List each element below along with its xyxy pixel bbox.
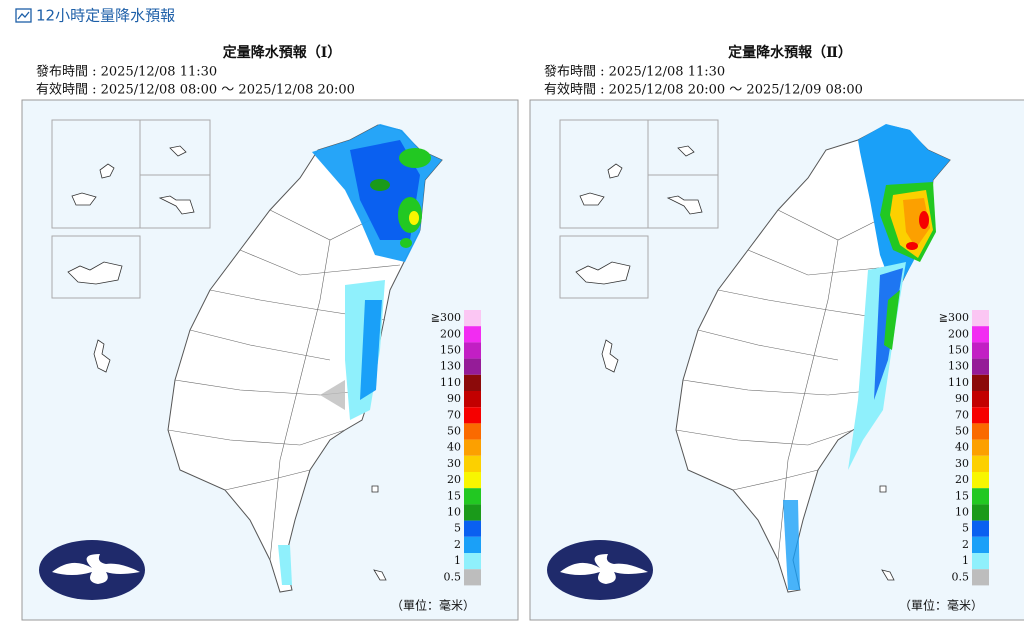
legend-swatch <box>464 536 481 553</box>
legend-swatch <box>464 504 481 521</box>
legend-swatch <box>972 488 989 505</box>
insets <box>51 119 211 299</box>
legend-swatch <box>972 407 989 424</box>
legend-label: 20 <box>955 473 969 486</box>
legend-swatch <box>464 342 481 359</box>
legend-label: 90 <box>955 392 969 405</box>
legend-swatch <box>972 326 989 343</box>
issue-time: 發布時間 : 2025/12/08 11:30 <box>544 65 725 80</box>
header-icon <box>15 8 32 23</box>
legend-swatch <box>972 391 989 408</box>
legend-label: 5 <box>962 522 969 535</box>
legend-label: 40 <box>447 441 461 454</box>
legend-swatch <box>972 553 989 570</box>
insets <box>559 119 719 299</box>
legend-swatch <box>972 455 989 472</box>
legend-swatch <box>972 520 989 537</box>
legend-label: 50 <box>447 425 461 438</box>
legend-swatch <box>464 326 481 343</box>
legend-label: 130 <box>948 360 969 373</box>
panel: 定量降水預報（Ⅰ） 發布時間 : 2025/12/08 11:30 有效時間 : 2… <box>21 44 519 621</box>
legend-label: 30 <box>447 457 461 470</box>
legend-label: 150 <box>440 344 461 357</box>
legend-swatch <box>972 536 989 553</box>
legend-swatch <box>972 569 989 586</box>
legend-label: 0.5 <box>444 570 462 583</box>
legend-label: 110 <box>440 376 461 389</box>
islands <box>575 145 895 581</box>
valid-time: 有效時間 : 2025/12/08 08:00 ～ 2025/12/08 20:… <box>36 83 355 98</box>
legend-swatch <box>464 439 481 456</box>
legend-label: 15 <box>955 489 969 502</box>
legend-label: 2 <box>962 538 969 551</box>
legend-label: 20 <box>447 473 461 486</box>
legend-swatch <box>972 358 989 375</box>
legend-label: 10 <box>955 506 969 519</box>
legend-swatch <box>464 358 481 375</box>
legend-label: 15 <box>447 489 461 502</box>
legend-label: 90 <box>447 392 461 405</box>
legend-swatch <box>464 553 481 570</box>
legend-label: 200 <box>440 327 461 340</box>
county-borders <box>675 209 909 561</box>
legend-swatch <box>464 472 481 489</box>
unit-label: （單位：毫米） <box>899 598 983 613</box>
legend-swatch <box>972 472 989 489</box>
legend-swatch <box>464 488 481 505</box>
legend-swatch <box>464 310 481 327</box>
legend-label: 50 <box>955 425 969 438</box>
logo <box>39 540 145 600</box>
legend-swatch <box>464 569 481 586</box>
legend-swatch <box>972 423 989 440</box>
legend-label: 130 <box>440 360 461 373</box>
legend-label: 0.5 <box>952 570 970 583</box>
legend-swatch <box>972 310 989 327</box>
legend-label: 1 <box>962 554 969 567</box>
legend-swatch <box>972 374 989 391</box>
legend-swatch <box>464 391 481 408</box>
legend-label: 70 <box>447 408 461 421</box>
legend-label: 5 <box>454 522 461 535</box>
legend-label: 1 <box>454 554 461 567</box>
header-title: 12小時定量降水預報 <box>36 7 175 25</box>
legend-label: ≧300 <box>939 311 969 324</box>
legend-swatch <box>464 423 481 440</box>
legend-swatch <box>972 342 989 359</box>
panel-title: 定量降水預報（Ⅱ） <box>728 44 852 61</box>
logo <box>547 540 653 600</box>
legend-label: 150 <box>948 344 969 357</box>
legend-swatch <box>464 455 481 472</box>
panel: 定量降水預報（Ⅱ）發布時間 : 2025/12/08 11:30 有效時間 : 2… <box>529 44 1024 621</box>
legend-label: 10 <box>447 506 461 519</box>
legend-label: ≧300 <box>431 311 461 324</box>
valid-time: 有效時間 : 2025/12/08 20:00 ～ 2025/12/09 08:… <box>544 83 863 98</box>
unit-label: （單位：毫米） <box>391 598 475 613</box>
legend-label: 30 <box>955 457 969 470</box>
legend-label: 2 <box>454 538 461 551</box>
legend-label: 70 <box>955 408 969 421</box>
legend-swatch <box>972 504 989 521</box>
legend-swatch <box>464 520 481 537</box>
panel-title: 定量降水預報（Ⅰ） <box>223 44 342 61</box>
legend-label: 40 <box>955 441 969 454</box>
legend-label: 200 <box>948 327 969 340</box>
legend-swatch <box>972 439 989 456</box>
legend-swatch <box>464 374 481 391</box>
legend-swatch <box>464 407 481 424</box>
islands <box>67 145 387 581</box>
issue-time: 發布時間 : 2025/12/08 11:30 <box>36 65 217 80</box>
legend-label: 110 <box>948 376 969 389</box>
